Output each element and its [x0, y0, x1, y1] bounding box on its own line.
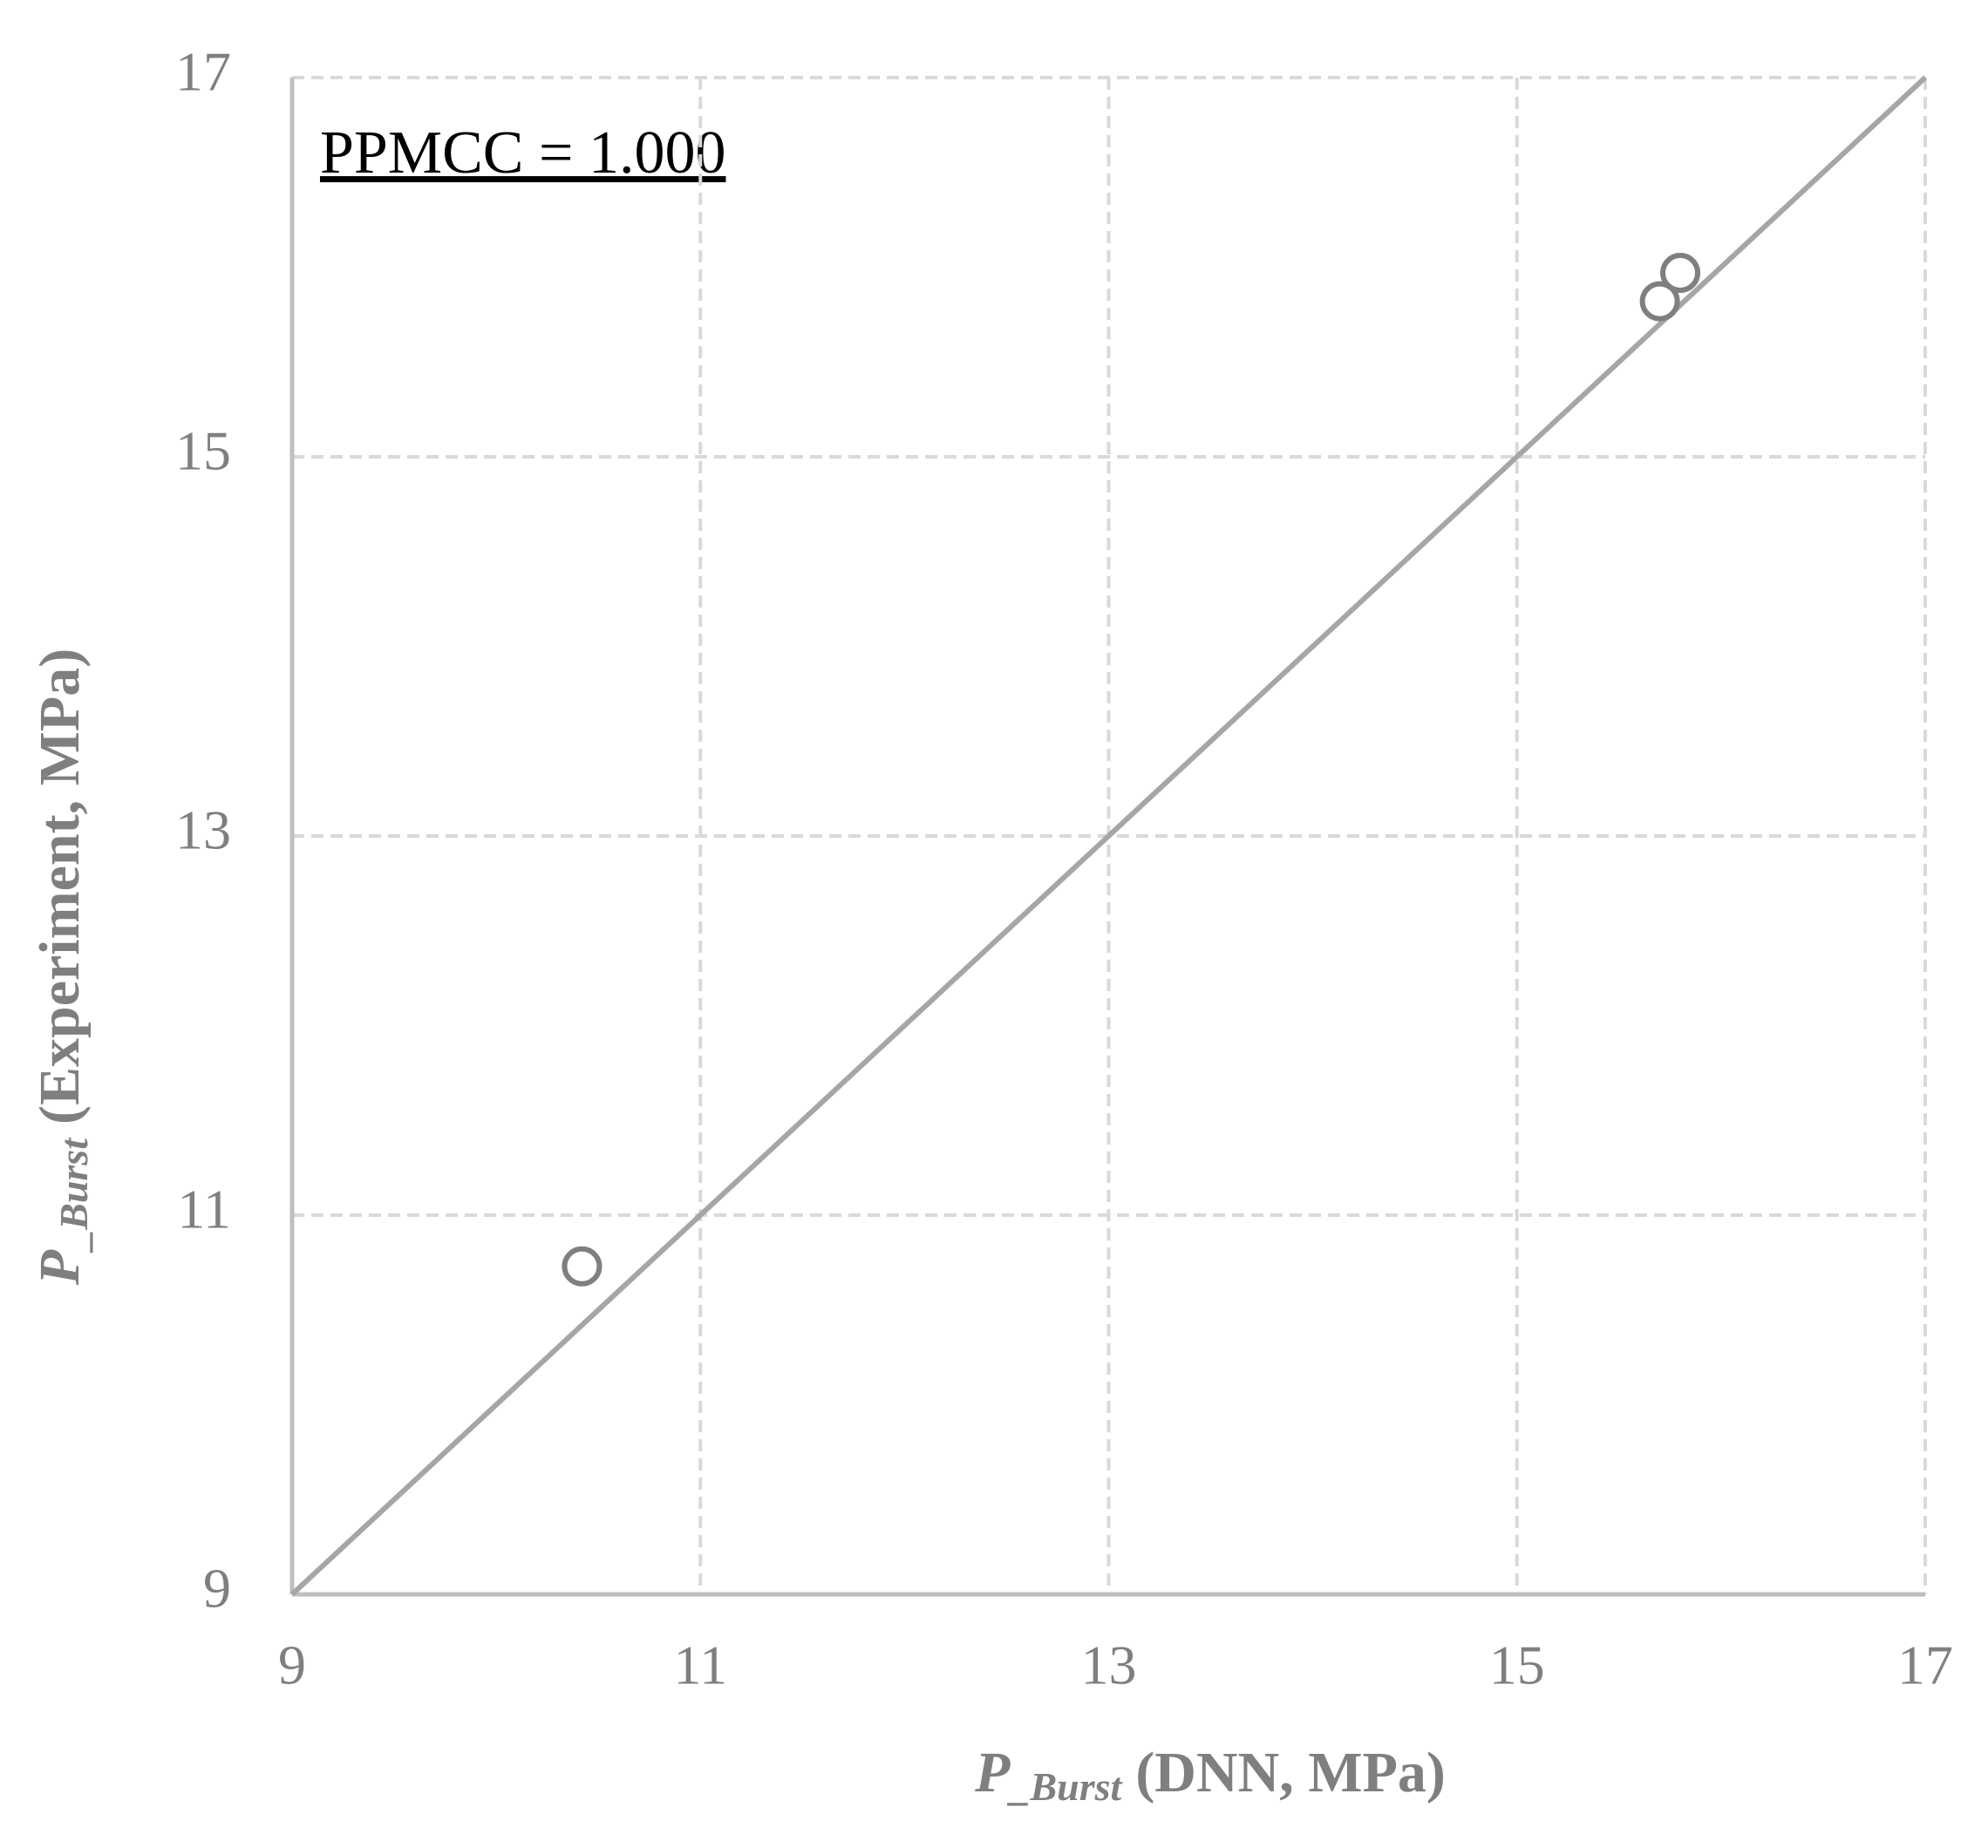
annotation: PPMCC = 1.000	[320, 119, 725, 187]
y-tick-label: 15	[175, 420, 231, 482]
y-tick-label: 9	[203, 1558, 231, 1620]
y-tick-label: 11	[177, 1179, 231, 1240]
y-tick-label: 17	[175, 41, 231, 103]
reference-line	[289, 75, 1928, 1597]
point	[1660, 253, 1701, 294]
x-tick-label: 11	[673, 1634, 727, 1696]
x-symbol: P	[974, 1741, 1011, 1804]
y-symbol: P	[28, 1249, 92, 1286]
x-axis-title: P_Burst (DNN, MPa)	[974, 1741, 1446, 1808]
y-tick-label: 13	[175, 799, 231, 861]
x-text: (DNN, MPa)	[1135, 1741, 1446, 1804]
y-axis-title: P_Burst (Experiment, MPa)	[28, 649, 95, 1286]
x-tick-label: 17	[1897, 1634, 1953, 1696]
x-tick-label: 13	[1081, 1634, 1137, 1696]
x-tick-label: 9	[278, 1634, 306, 1696]
point	[562, 1246, 603, 1287]
y-subscript: _Burst	[51, 1138, 96, 1254]
x-subscript: _Burst	[1006, 1764, 1122, 1809]
point	[1639, 281, 1680, 322]
y-text: (Experiment, MPa)	[28, 649, 92, 1124]
x-tick-label: 15	[1489, 1634, 1545, 1696]
